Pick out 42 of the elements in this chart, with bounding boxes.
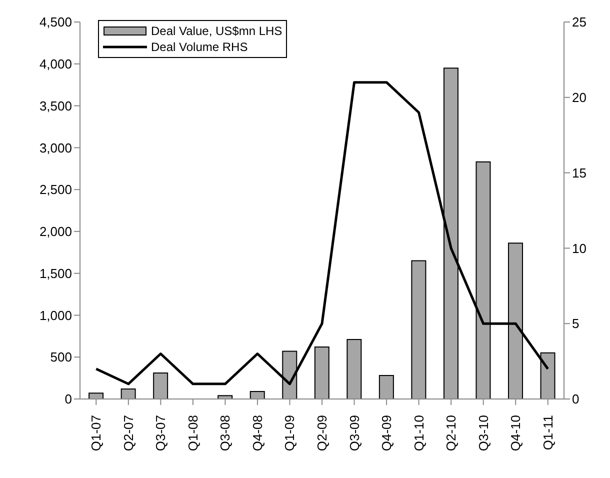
x-tick-label: Q1-11 [540, 415, 556, 450]
y-tick-label: 2,500 [39, 182, 72, 198]
x-tick-label: Q3-08 [218, 415, 233, 452]
x-tick-label: Q1-07 [88, 415, 104, 452]
y2-tick-label: 0 [572, 392, 580, 407]
bar [250, 390, 265, 399]
y-tick-label: 0 [64, 392, 72, 407]
bar [88, 392, 104, 399]
y-tick-label: 4,000 [39, 56, 72, 72]
y-tick-label: 2,000 [39, 224, 72, 240]
x-tick-label: Q4-10 [508, 415, 524, 452]
y-tick-label: 3,000 [39, 140, 72, 156]
x-tick-label: Q3-07 [153, 415, 168, 452]
y2-tick-label: 15 [572, 165, 586, 180]
bar [218, 395, 233, 399]
bar [346, 339, 362, 399]
y-tick-label: 1,000 [39, 308, 72, 323]
y2-tick-label: 5 [572, 316, 580, 332]
y-tick-label: 500 [50, 350, 72, 365]
x-tick-label: Q3-09 [346, 415, 362, 452]
y-tick-label: 1,500 [39, 266, 72, 281]
y-tick-label: 4,500 [39, 14, 72, 30]
x-tick-label: Q2-09 [314, 415, 330, 452]
x-tick-label: Q3-10 [476, 415, 491, 452]
legend-label: Deal Value, US$mn LHS [151, 23, 282, 39]
x-tick-label: Q2-07 [120, 415, 136, 452]
bar [153, 372, 168, 399]
x-tick-label: Q1-10 [411, 415, 426, 452]
bar [314, 346, 330, 399]
y2-tick-label: 25 [572, 14, 586, 30]
x-tick-label: Q4-08 [250, 415, 265, 452]
y-tick-label: 3,500 [39, 98, 72, 114]
x-tick-label: Q2-10 [444, 415, 459, 452]
x-tick-label: Q1-09 [282, 415, 298, 452]
y2-tick-label: 20 [572, 90, 586, 106]
y2-tick-label: 10 [572, 240, 586, 256]
bar [378, 375, 394, 399]
legend-label: Deal Volume RHS [151, 39, 248, 55]
bar [411, 260, 426, 399]
x-tick-label: Q4-09 [379, 415, 394, 452]
x-tick-label: Q1-08 [185, 415, 200, 452]
bar [120, 388, 136, 399]
